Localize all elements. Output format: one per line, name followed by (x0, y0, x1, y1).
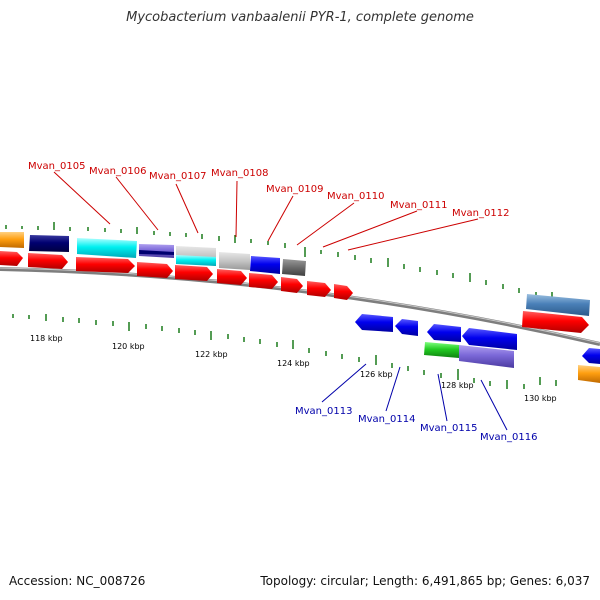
gene-label-mvan-0111[interactable]: Mvan_0111 (390, 200, 447, 211)
reverse-label-leaders (321, 363, 508, 431)
genome-title: Mycobacterium vanbaalenii PYR-1, complet… (126, 10, 474, 25)
cds-arrow[interactable] (522, 311, 589, 333)
gene-label-mvan-0107[interactable]: Mvan_0107 (149, 171, 206, 182)
gene-label-mvan-0116[interactable]: Mvan_0116 (480, 432, 537, 443)
cds-arrow[interactable] (334, 284, 353, 300)
gene-feature[interactable] (578, 365, 600, 383)
cds-arrow[interactable] (137, 262, 173, 278)
cds-arrow[interactable] (28, 253, 68, 269)
topology-text: Topology: circular; Length: 6,491,865 bp… (260, 574, 590, 588)
cds-arrow[interactable] (0, 251, 23, 266)
gene-feature[interactable] (526, 294, 590, 316)
cds-arrow[interactable] (175, 265, 213, 281)
gene-label-mvan-0109[interactable]: Mvan_0109 (266, 184, 323, 195)
gene-feature[interactable] (250, 256, 280, 274)
cds-arrow[interactable] (462, 328, 517, 350)
forward-label-leaders (53, 171, 479, 251)
tick-label-120: 120 kbp (112, 342, 145, 351)
outer-ticks (5, 222, 585, 309)
gene-feature[interactable] (77, 238, 137, 258)
gene-label-mvan-0105[interactable]: Mvan_0105 (28, 161, 85, 172)
cds-arrow[interactable] (427, 324, 461, 342)
genome-backbone (0, 267, 600, 346)
gene-feature[interactable] (459, 345, 514, 368)
gene-label-mvan-0106[interactable]: Mvan_0106 (89, 166, 146, 177)
cds-arrow[interactable] (355, 314, 393, 332)
genome-backbone-highlight (0, 267, 600, 344)
gene-label-mvan-0114[interactable]: Mvan_0114 (358, 414, 415, 425)
cds-arrow[interactable] (249, 273, 278, 289)
tick-label-126: 126 kbp (360, 370, 393, 379)
gene-label-mvan-0108[interactable]: Mvan_0108 (211, 168, 268, 179)
tick-label-130: 130 kbp (524, 394, 557, 403)
gene-label-mvan-0110[interactable]: Mvan_0110 (327, 191, 384, 202)
reverse-cds-row (355, 314, 600, 364)
tick-label-128: 128 kbp (441, 381, 474, 390)
accession-text: Accession: NC_008726 (9, 574, 146, 588)
gene-feature[interactable] (282, 259, 306, 276)
gene-feature[interactable] (424, 342, 459, 358)
forward-feature-row (0, 232, 590, 316)
forward-cds-row (0, 251, 589, 333)
cds-arrow[interactable] (281, 277, 303, 293)
reverse-feature-row (424, 342, 600, 383)
cds-arrow[interactable] (76, 257, 135, 273)
cds-arrow[interactable] (395, 319, 418, 336)
gene-label-mvan-0115[interactable]: Mvan_0115 (420, 423, 477, 434)
tick-label-124: 124 kbp (277, 359, 310, 368)
cds-arrow[interactable] (217, 269, 247, 285)
gene-feature[interactable] (29, 235, 69, 252)
cds-arrow[interactable] (307, 281, 331, 297)
tick-label-122: 122 kbp (195, 350, 228, 359)
gene-label-mvan-0112[interactable]: Mvan_0112 (452, 208, 509, 219)
gene-feature[interactable] (176, 255, 216, 266)
inner-ticks (12, 314, 557, 389)
gene-label-mvan-0113[interactable]: Mvan_0113 (295, 406, 352, 417)
gene-feature[interactable] (139, 250, 174, 255)
gene-feature[interactable] (219, 252, 250, 270)
tick-label-118: 118 kbp (30, 334, 63, 343)
cds-arrow[interactable] (582, 348, 600, 364)
gene-feature[interactable] (0, 232, 24, 248)
